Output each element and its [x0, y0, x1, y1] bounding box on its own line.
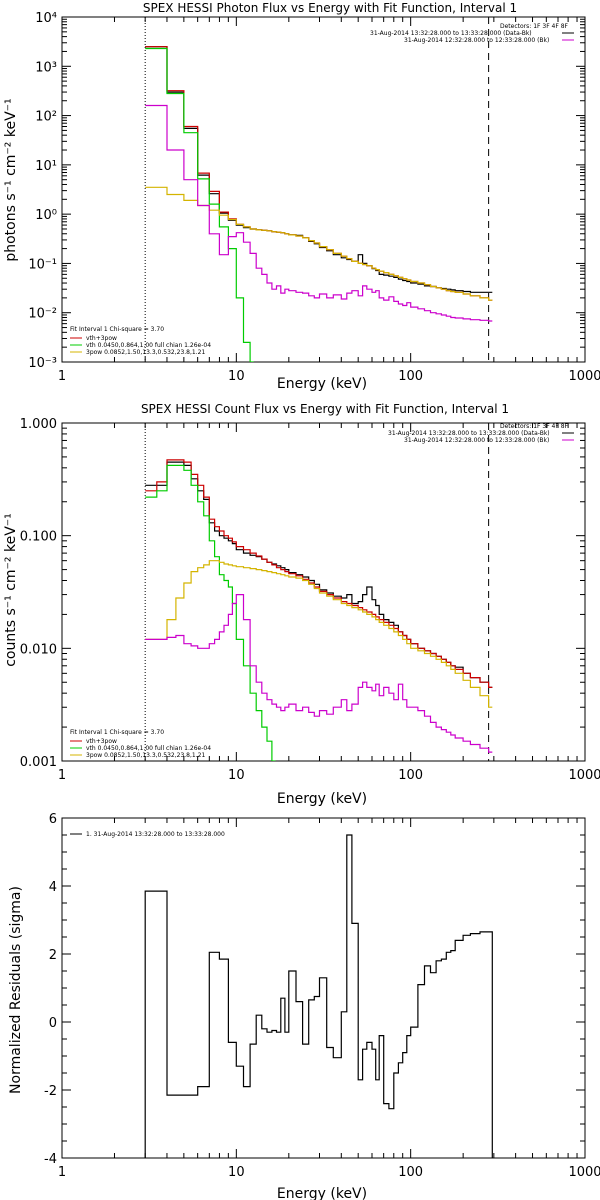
residuals-legend-label: 1. 31-Aug-2014 13:32:28.000 to 13:33:28.… — [86, 831, 225, 838]
residuals-x-tick-label: 10 — [228, 1165, 245, 1180]
count-flux-legend-top: Detectors: 1F 3F 4F 8F 31-Aug-2014 13:32… — [388, 423, 574, 444]
count-legend-thermal: vth 0.0450,0.864,1.00 full chian 1.26e-0… — [86, 745, 211, 752]
count-legend-data: 31-Aug-2014 13:32:28.000 to 13:33:28.000… — [388, 430, 550, 437]
count-x-tick-label: 1 — [58, 768, 66, 783]
photon-series-powerlaw — [145, 186, 493, 301]
count-x-tick-label: 10 — [228, 768, 245, 783]
photon-series-background-series — [145, 104, 493, 322]
count-series-background-series — [145, 594, 493, 753]
residuals-x-tick-label: 1 — [58, 1165, 66, 1180]
count-flux-title: SPEX HESSI Count Flux vs Energy with Fit… — [141, 402, 509, 416]
count-flux-xlabel: Energy (keV) — [277, 791, 367, 807]
photon-y-tick-label: 10³ — [35, 60, 57, 75]
residuals-y-tick-label: -2 — [44, 1084, 57, 1099]
photon-flux-plot: 1 10 100 1000 10⁻³ 10⁻² 10⁻¹ 10⁰ 10¹ 10² 10³ 10⁴ — [28, 11, 600, 384]
residuals-y-tick-label: 2 — [49, 948, 57, 963]
residuals-y-tick-label: 4 — [49, 880, 57, 895]
photon-legend-powerlaw: 3pow 0.0852,1.50,13.3,0.532,23.8,1.21 — [86, 349, 205, 356]
residuals-y-tick-label: 0 — [49, 1016, 57, 1031]
photon-x-tick-label: 1000 — [568, 369, 600, 384]
photon-y-tick-label: 10¹ — [35, 159, 57, 174]
residuals-series-data — [144, 834, 493, 1158]
residuals-y-tick-label: -4 — [44, 1152, 57, 1167]
count-y-tick-label: 0.001 — [20, 755, 57, 770]
photon-legend-fit-header: Fit Interval 1 Chi-square = 3.70 — [70, 326, 164, 333]
photon-legend-data: 31-Aug-2014 13:32:28.000 to 13:33:28.000… — [370, 30, 532, 37]
count-frame — [61, 422, 586, 762]
count-x-tick-label: 100 — [398, 768, 423, 783]
photon-legend-thermal: vth 0.0450,0.864,1.00 full chian 1.26e-0… — [86, 342, 211, 349]
count-legend-powerlaw: 3pow 0.0852,1.50,13.3,0.532,23.8,1.21 — [86, 752, 205, 759]
photon-x-tick-label: 100 — [398, 369, 423, 384]
count-series-thermal — [145, 464, 276, 761]
count-legend-bk: 31-Aug-2014 12:32:28.000 to 12:33:28.000… — [404, 437, 549, 444]
residuals-x-tick-label: 1000 — [568, 1165, 600, 1180]
photon-flux-xlabel: Energy (keV) — [277, 376, 367, 392]
residuals-ylabel: Normalized Residuals (sigma) — [8, 886, 24, 1094]
photon-y-tick-label: 10⁻¹ — [28, 257, 57, 272]
count-legend-total: vth+3pow — [86, 738, 117, 745]
residuals-y-tick-label: 6 — [49, 812, 57, 827]
count-series-powerlaw — [145, 560, 493, 708]
count-legend-fit-header: Fit Interval 1 Chi-square = 3.70 — [70, 729, 164, 736]
count-legend-header: Detectors: 1F 3F 4F 8F — [500, 423, 569, 430]
residuals-xlabel: Energy (keV) — [277, 1186, 367, 1200]
residuals-panel: 1 10 100 1000 -4 -2 0 2 4 6 Energy (keV) Normaliz… — [8, 812, 600, 1200]
photon-x-tick-label: 1 — [58, 369, 66, 384]
photon-flux-legend-bottom: Fit Interval 1 Chi-square = 3.70 vth+3po… — [70, 326, 211, 356]
count-flux-ylabel: counts s⁻¹ cm⁻² keV⁻¹ — [3, 513, 19, 667]
photon-y-tick-label: 10² — [35, 110, 57, 125]
count-flux-panel: SPEX HESSI Count Flux vs Energy with Fit… — [3, 402, 600, 807]
residuals-x-tick-label: 100 — [398, 1165, 423, 1180]
residuals-legend: 1. 31-Aug-2014 13:32:28.000 to 13:33:28.… — [70, 831, 225, 838]
count-y-tick-label: 1.000 — [20, 417, 57, 432]
photon-legend-header: Detectors: 1F 3F 4F 8F — [500, 23, 569, 30]
photon-flux-ylabel: photons s⁻¹ cm⁻² keV⁻¹ — [3, 98, 19, 261]
residuals-plot: 1 10 100 1000 -4 -2 0 2 4 6 — [44, 812, 600, 1180]
photon-y-tick-label: 10⁴ — [35, 11, 57, 26]
photon-y-tick-label: 10⁻³ — [28, 356, 57, 371]
photon-y-tick-label: 10⁻² — [28, 307, 57, 322]
photon-legend-bk: 31-Aug-2014 12:32:28.000 to 12:33:28.000… — [404, 37, 549, 44]
count-x-tick-label: 1000 — [568, 768, 600, 783]
photon-flux-panel: SPEX HESSI Photon Flux vs Energy with Fi… — [3, 1, 600, 392]
count-y-tick-label: 0.010 — [20, 642, 57, 657]
photon-flux-title: SPEX HESSI Photon Flux vs Energy with Fi… — [143, 1, 517, 15]
photon-legend-total: vth+3pow — [86, 335, 117, 342]
residuals-frame — [61, 817, 586, 1159]
count-flux-legend-bottom: Fit Interval 1 Chi-square = 3.70 vth+3po… — [70, 729, 211, 759]
photon-x-tick-label: 10 — [228, 369, 245, 384]
count-flux-plot: 1 10 100 1000 0.001 0.010 0.100 1.000 — [20, 417, 600, 783]
photon-frame — [61, 16, 586, 363]
photon-flux-legend-top: Detectors: 1F 3F 4F 8F 31-Aug-2014 13:32… — [370, 23, 574, 44]
count-y-tick-label: 0.100 — [20, 530, 57, 545]
photon-y-tick-label: 10⁰ — [35, 208, 57, 223]
